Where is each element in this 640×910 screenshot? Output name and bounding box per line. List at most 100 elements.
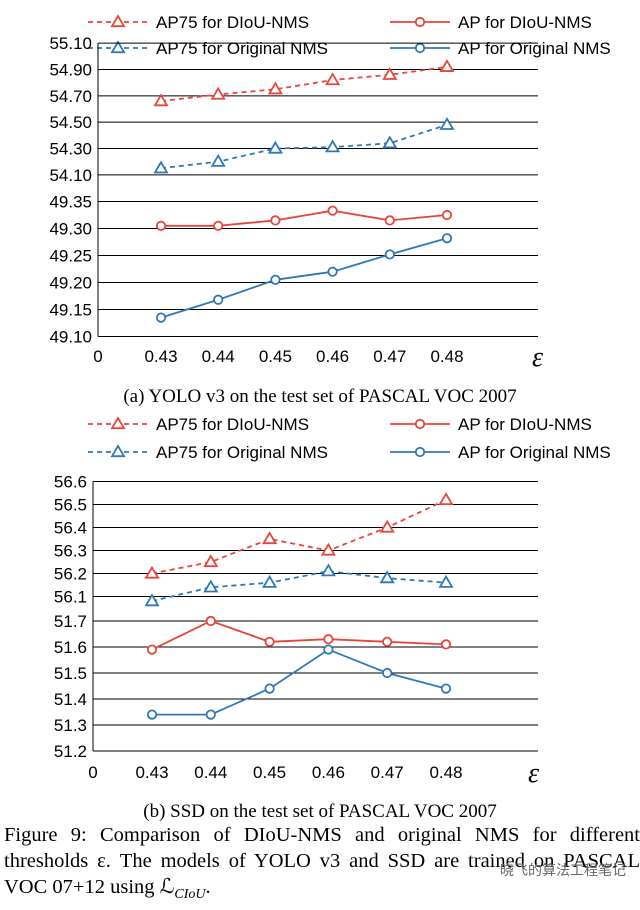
series-line [160, 123, 448, 170]
data-point [382, 636, 393, 647]
data-point [441, 233, 453, 244]
data-point [146, 644, 158, 655]
series-ap-for-diou-nms [155, 205, 453, 231]
lower-y-tick-label: 49.25 [49, 247, 92, 266]
series-ap75-for-original-nms [153, 117, 455, 174]
data-point [262, 531, 278, 545]
legend-label: AP75 for DIoU-NMS [156, 13, 309, 32]
data-point [203, 554, 219, 568]
data-point [210, 86, 226, 100]
x-tick-label: 0.47 [371, 763, 404, 782]
data-point [384, 249, 395, 260]
legend-entry-1: AP75 for DIoU-NMS [88, 415, 309, 434]
lower-y-tick-label: 49.20 [49, 274, 92, 293]
data-point [205, 615, 216, 627]
legend-marker [414, 418, 426, 430]
series-line [160, 237, 448, 319]
data-point [323, 644, 334, 655]
data-point [440, 639, 452, 650]
data-point [146, 709, 158, 720]
series-ap75-for-diou-nms [144, 492, 454, 579]
legend-entry-1: AP75 for DIoU-NMS [88, 13, 309, 32]
lower-y-tick-label: 49.30 [49, 220, 92, 239]
legend-entry-3: AP75 for Original NMS [88, 443, 328, 462]
legend-label: AP for Original NMS [458, 443, 611, 462]
upper-y-tick-label: 55.10 [49, 34, 92, 53]
legend-label: AP75 for Original NMS [156, 39, 328, 58]
x-tick-label: 0.48 [430, 347, 463, 366]
series-line [161, 209, 448, 227]
data-point [203, 579, 219, 593]
caption-end: . [205, 876, 211, 898]
data-point [379, 570, 395, 584]
data-point [441, 209, 453, 221]
lower-y-tick-label: 51.3 [54, 716, 87, 735]
figure-label: Figure 9: [4, 824, 87, 846]
data-point [323, 634, 334, 645]
x-tick-label: 0.44 [202, 347, 235, 366]
data-point [144, 565, 160, 579]
lower-y-tick-label: 51.4 [54, 690, 87, 709]
x-origin-label: 0 [93, 347, 102, 366]
series-line [151, 499, 447, 575]
lower-y-tick-label: 51.7 [54, 612, 87, 631]
x-tick-label: 0.45 [259, 347, 292, 366]
chart-subtitle: (a) YOLO v3 on the test set of PASCAL VO… [123, 386, 516, 407]
legend-marker [110, 40, 126, 54]
series-line [151, 620, 447, 651]
upper-y-tick-label: 56.3 [54, 542, 87, 561]
x-tick-label: 0.43 [144, 347, 177, 366]
lower-y-tick-label: 51.2 [54, 742, 87, 761]
data-point [438, 574, 454, 588]
upper-y-tick-label: 54.50 [49, 113, 92, 132]
legend-entry-4: AP for Original NMS [390, 39, 611, 58]
data-point [262, 574, 278, 588]
data-point [264, 636, 275, 647]
legend-marker [414, 446, 426, 458]
legend-marker [414, 42, 426, 54]
legend-entry-2: AP for DIoU-NMS [390, 13, 592, 32]
watermark-text: 晓飞的算法工程笔记 [500, 863, 626, 880]
data-point [327, 205, 338, 216]
series-ap75-for-diou-nms [153, 59, 455, 107]
lower-y-tick-label: 49.35 [49, 193, 92, 212]
data-point [379, 519, 395, 533]
lower-y-tick-label: 51.5 [54, 664, 87, 683]
legend-label: AP for DIoU-NMS [458, 13, 592, 32]
data-point [440, 683, 452, 694]
upper-y-tick-label: 56.5 [54, 496, 87, 515]
legend-marker [110, 444, 126, 458]
legend-label: AP75 for Original NMS [156, 443, 328, 462]
data-point [153, 93, 169, 107]
series-ap75-for-original-nms [144, 563, 454, 607]
upper-y-tick-label: 54.90 [49, 61, 92, 80]
caption-subscript: CIoU [174, 887, 206, 903]
data-point [320, 563, 336, 577]
data-point [325, 72, 341, 86]
x-tick-label: 0.47 [373, 347, 406, 366]
data-point [144, 593, 160, 607]
chart-panel-1: AP75 for DIoU-NMS AP for DIoU-NMS AP75 for… [49, 13, 610, 407]
data-point [327, 266, 338, 277]
series-line [152, 648, 447, 716]
upper-y-tick-label: 54.30 [49, 140, 92, 159]
lower-y-tick-label: 49.10 [49, 328, 92, 347]
data-point [438, 492, 454, 506]
data-point [325, 139, 341, 153]
data-point [210, 153, 226, 167]
data-point [264, 683, 275, 694]
x-tick-label: 0.48 [429, 763, 462, 782]
data-point [439, 117, 455, 130]
chart-panel-2: AP75 for DIoU-NMS AP for DIoU-NMS AP75 for… [54, 415, 611, 822]
legend-entry-3: AP75 for Original NMS [88, 39, 328, 58]
legend-entry-4: AP for Original NMS [390, 443, 611, 462]
caption-text: Comparison of DIoU-NMS and original NMS … [4, 824, 640, 898]
data-point [155, 312, 167, 323]
series-ap-for-original-nms [155, 233, 453, 323]
legend-label: AP for Original NMS [458, 39, 611, 58]
x-tick-label: 0.45 [253, 763, 286, 782]
legend-marker [110, 416, 126, 430]
series-line [160, 65, 448, 102]
data-point [270, 215, 281, 226]
